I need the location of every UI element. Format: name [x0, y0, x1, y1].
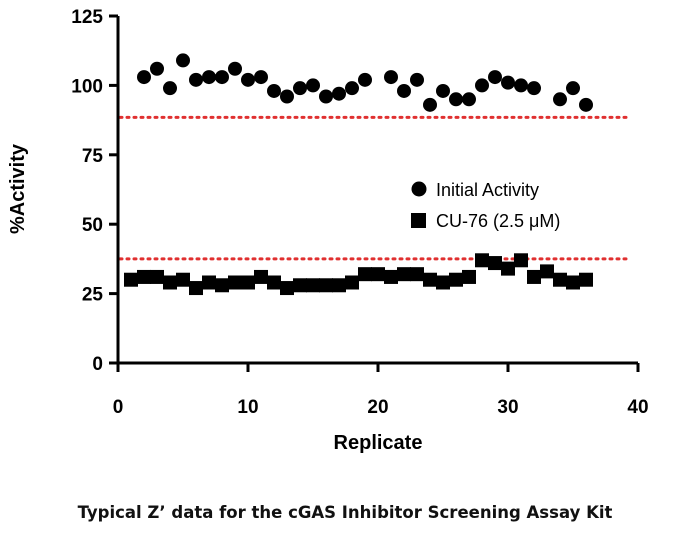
- point-cu-76: [371, 267, 385, 282]
- point-initial-activity: [280, 89, 294, 104]
- point-cu-76: [280, 281, 294, 296]
- point-cu-76: [475, 253, 489, 268]
- legend-label-cu-76: CU-76 (2.5 μM): [436, 211, 560, 231]
- point-initial-activity: [306, 78, 320, 93]
- point-cu-76: [137, 269, 151, 284]
- y-tick-label: 0: [92, 354, 103, 375]
- point-cu-76: [124, 272, 138, 287]
- x-axis-title: Replicate: [334, 432, 423, 454]
- point-initial-activity: [254, 70, 268, 85]
- x-tick-label: 20: [367, 397, 388, 418]
- point-initial-activity: [527, 81, 541, 96]
- point-cu-76: [202, 275, 216, 290]
- point-cu-76: [189, 281, 203, 296]
- point-initial-activity: [566, 81, 580, 96]
- point-cu-76: [241, 275, 255, 290]
- point-initial-activity: [501, 75, 515, 90]
- point-initial-activity: [228, 61, 242, 76]
- reference-lines: [118, 115, 632, 261]
- point-initial-activity: [475, 78, 489, 93]
- point-cu-76: [397, 267, 411, 282]
- point-cu-76: [449, 272, 463, 287]
- point-cu-76: [501, 261, 515, 276]
- point-cu-76: [566, 275, 580, 290]
- point-initial-activity: [436, 83, 450, 98]
- point-initial-activity: [410, 72, 424, 87]
- point-initial-activity: [397, 83, 411, 98]
- point-cu-76: [215, 278, 229, 293]
- point-cu-76: [579, 272, 593, 287]
- data-points: [124, 53, 593, 296]
- point-initial-activity: [345, 81, 359, 96]
- point-initial-activity: [449, 92, 463, 107]
- x-tick-label: 30: [497, 397, 518, 418]
- y-axis-title: %Activity: [7, 143, 29, 234]
- point-initial-activity: [163, 81, 177, 96]
- point-cu-76: [319, 278, 333, 293]
- point-initial-activity: [189, 72, 203, 87]
- y-tick-label: 25: [82, 285, 104, 306]
- x-tick-label: 40: [627, 397, 648, 418]
- point-initial-activity: [215, 70, 229, 85]
- point-initial-activity: [462, 92, 476, 107]
- legend-marker-initial-activity: [411, 181, 427, 197]
- point-cu-76: [306, 278, 320, 293]
- point-initial-activity: [579, 97, 593, 112]
- y-tick-label: 125: [71, 7, 103, 28]
- point-cu-76: [553, 272, 567, 287]
- point-cu-76: [163, 275, 177, 290]
- x-tick-label: 0: [113, 397, 124, 418]
- point-cu-76: [527, 269, 541, 284]
- x-tick-label: 10: [237, 397, 258, 418]
- point-cu-76: [345, 275, 359, 290]
- point-cu-76: [254, 269, 268, 284]
- legend: Initial Activity CU-76 (2.5 μM): [411, 180, 560, 231]
- point-initial-activity: [488, 70, 502, 85]
- legend-label-initial-activity: Initial Activity: [436, 180, 539, 200]
- point-cu-76: [540, 264, 554, 279]
- point-cu-76: [293, 278, 307, 293]
- y-tick-label: 75: [82, 146, 104, 167]
- point-initial-activity: [553, 92, 567, 107]
- point-cu-76: [176, 272, 190, 287]
- scatter-chart: 0 25 50 75 100 125 0 10 20 30 40 Replicate %Activi…: [7, 7, 649, 454]
- y-tick-label: 100: [71, 76, 103, 97]
- point-cu-76: [514, 253, 528, 268]
- point-initial-activity: [202, 70, 216, 85]
- point-cu-76: [423, 272, 437, 287]
- point-initial-activity: [514, 78, 528, 93]
- y-tick-label: 50: [82, 215, 103, 236]
- point-initial-activity: [176, 53, 190, 68]
- legend-marker-cu-76: [411, 213, 426, 228]
- point-cu-76: [150, 269, 164, 284]
- point-cu-76: [436, 275, 450, 290]
- point-cu-76: [228, 275, 242, 290]
- point-initial-activity: [332, 86, 346, 101]
- point-cu-76: [410, 267, 424, 282]
- point-initial-activity: [137, 70, 151, 85]
- point-cu-76: [267, 275, 281, 290]
- point-cu-76: [332, 278, 346, 293]
- axes: [116, 16, 638, 365]
- point-initial-activity: [293, 81, 307, 96]
- point-initial-activity: [423, 97, 437, 112]
- point-initial-activity: [358, 72, 372, 87]
- ticks: 0 25 50 75 100 125 0 10 20 30 40: [71, 7, 648, 418]
- point-initial-activity: [150, 61, 164, 76]
- point-initial-activity: [267, 83, 281, 98]
- point-initial-activity: [319, 89, 333, 104]
- point-cu-76: [384, 269, 398, 284]
- point-initial-activity: [241, 72, 255, 87]
- point-cu-76: [462, 269, 476, 284]
- point-initial-activity: [384, 70, 398, 85]
- figure-caption: Typical Z’ data for the cGAS Inhibitor S…: [77, 503, 613, 522]
- point-cu-76: [488, 256, 502, 271]
- point-cu-76: [358, 267, 372, 282]
